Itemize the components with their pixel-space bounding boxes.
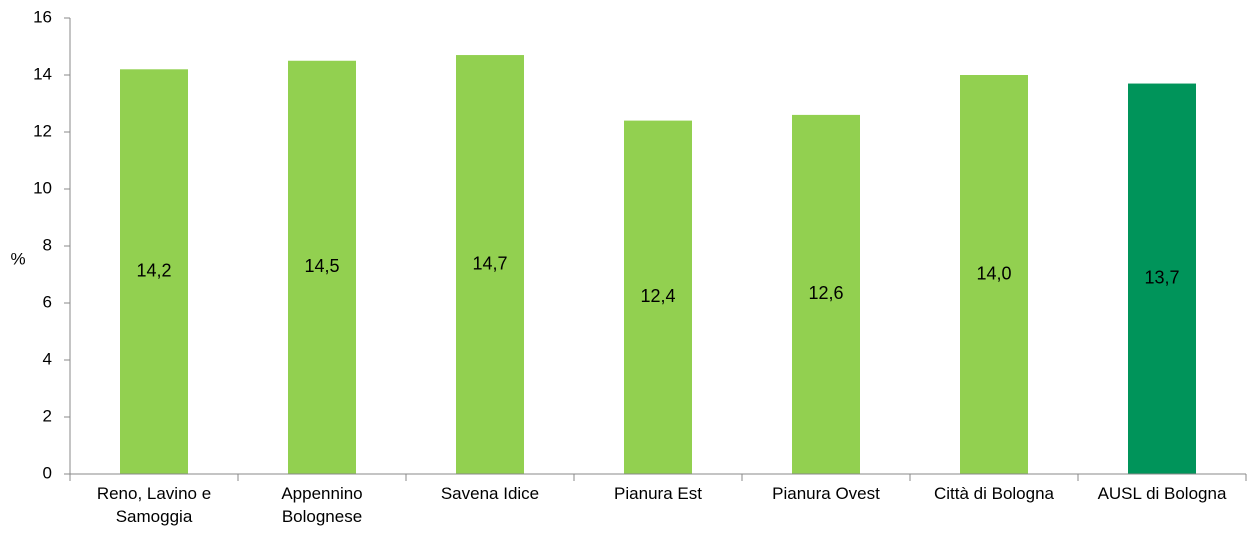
y-tick-label: 6	[43, 292, 52, 311]
y-axis-title: %	[10, 249, 25, 268]
x-tick-label: Città di Bologna	[934, 484, 1055, 503]
bar	[1128, 83, 1196, 475]
data-label: 14,5	[304, 256, 339, 276]
x-tick-label: Reno, Lavino e Samoggia	[97, 484, 211, 526]
data-label: 12,4	[640, 286, 675, 306]
data-label: 13,7	[1144, 268, 1179, 288]
x-tick-label: Pianura Ovest	[772, 484, 880, 503]
y-tick-label: 2	[43, 406, 52, 425]
x-tick-label: Appennino Bolognese	[281, 484, 362, 526]
y-tick-label: 10	[33, 178, 52, 197]
x-axis: Reno, Lavino e Samoggia Appennino Bolognese…	[69, 473, 1247, 526]
y-tick-label: 4	[43, 349, 52, 368]
data-label: 14,2	[136, 260, 171, 280]
x-tick-label: AUSL di Bologna	[1098, 484, 1227, 503]
bar	[456, 55, 524, 475]
bar	[792, 114, 860, 475]
y-axis: 0 2 4 6 8 10 12 14 16	[33, 7, 71, 482]
y-tick-label: 14	[33, 64, 52, 83]
data-label: 12,6	[808, 283, 843, 303]
y-tick-label: 8	[43, 235, 52, 254]
bar	[960, 75, 1028, 474]
bars: 14,2 14,5 14,7 12,4 12,6 14,0 13,7	[120, 55, 1196, 475]
data-label: 14,7	[472, 253, 507, 273]
y-tick-label: 12	[33, 121, 52, 140]
bar	[120, 69, 188, 475]
bar	[624, 120, 692, 474]
x-tick-label: Pianura Est	[614, 484, 702, 503]
data-label: 14,0	[976, 263, 1011, 283]
y-tick-label: 16	[33, 7, 52, 26]
y-tick-label: 0	[43, 463, 52, 482]
bar	[288, 60, 356, 474]
x-tick-label: Savena Idice	[441, 484, 539, 503]
